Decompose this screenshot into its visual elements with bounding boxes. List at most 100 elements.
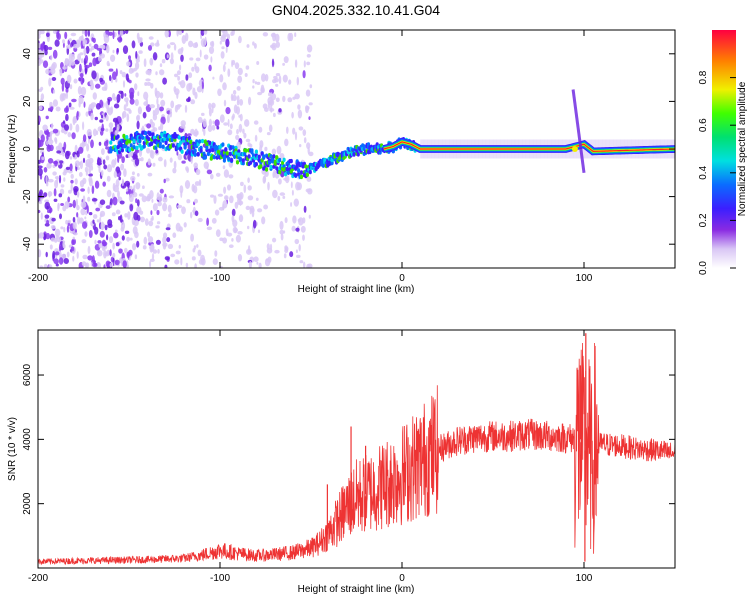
spectrogram-noise-blob	[299, 260, 304, 264]
spectrogram-noise-blob	[112, 196, 118, 206]
spectrogram-noise-blob	[194, 181, 200, 186]
spectrogram-noise-blob	[239, 99, 244, 106]
spectrogram-ridge-blob	[273, 159, 277, 165]
spectrogram-noise-blob	[62, 39, 65, 44]
spectrogram-noise-blob	[294, 131, 298, 141]
spectrogram-noise-blob	[117, 190, 120, 199]
spectrogram-noise-blob	[293, 198, 299, 207]
spectrogram-noise-blob	[243, 132, 247, 139]
spectrogram-noise-blob	[174, 259, 180, 265]
spectrogram-noise-blob	[105, 128, 109, 132]
spectrogram-noise-blob	[245, 205, 251, 211]
chart-title: GN04.2025.332.10.41.G04	[272, 2, 440, 18]
spectrogram-noise-blob	[269, 88, 275, 94]
spectrogram-noise-blob	[55, 106, 61, 112]
spectrogram-ridge-blob	[200, 138, 205, 144]
spectrogram-ridge-blob	[206, 151, 210, 157]
spectrogram-ridge-blob	[129, 143, 133, 148]
spectrogram-noise-blob	[150, 217, 154, 221]
spectrogram-noise-blob	[275, 41, 280, 48]
spectrogram-noise-blob	[232, 90, 237, 95]
spectrogram-noise-blob	[109, 198, 113, 207]
spectrogram-noise-blob	[203, 30, 208, 35]
spectrogram-noise-blob	[99, 119, 104, 123]
spectrogram-ytick-label: -40	[22, 237, 33, 252]
spectrogram-noise-blob	[302, 129, 307, 137]
spectrogram-ridge-blob	[203, 155, 207, 160]
spectrogram-noise-blob	[306, 44, 313, 53]
spectrogram-ridge-blob	[164, 140, 168, 145]
spectrogram-noise-blob	[88, 230, 93, 238]
spectrogram-ridge-blob	[224, 147, 228, 153]
spectrogram-noise-blob	[232, 59, 236, 66]
spectrogram-noise-blob	[228, 244, 234, 248]
spectrogram-noise-blob	[62, 42, 65, 48]
spectrogram-noise-blob	[144, 218, 149, 226]
spectrogram-noise-blob	[96, 47, 103, 51]
spectrogram-noise-blob	[223, 186, 227, 194]
spectrogram-noise-blob	[124, 247, 128, 254]
spectrogram-ridge-blob	[254, 149, 258, 154]
spectrogram-noise-blob	[178, 244, 181, 249]
snr-xtick-label: -200	[28, 573, 48, 584]
spectrogram-noise-blob	[50, 54, 53, 61]
spectrogram-noise-blob	[225, 107, 231, 115]
spectrogram-noise-blob	[134, 158, 140, 166]
spectrogram-noise-blob	[145, 78, 151, 82]
spectrogram-noise-blob	[38, 232, 45, 239]
spectrogram-noise-blob	[73, 232, 78, 236]
spectrogram-noise-blob	[253, 120, 259, 125]
spectrogram-noise-blob	[163, 232, 168, 239]
spectrogram-noise-blob	[292, 96, 296, 100]
spectrogram-noise-blob	[145, 97, 148, 107]
spectrogram-noise-blob	[188, 40, 194, 48]
spectrogram-noise-blob	[95, 262, 101, 268]
spectrogram-noise-blob	[227, 129, 233, 136]
spectrogram-noise-blob	[43, 44, 49, 52]
spectrogram-ridge-blob	[283, 172, 288, 177]
spectrogram-noise-blob	[56, 150, 62, 154]
spectrogram-ridge-blob	[278, 170, 282, 175]
spectrogram-band-bg	[580, 139, 585, 159]
spectrogram-noise-blob	[222, 200, 228, 209]
spectrogram-noise-blob	[80, 86, 87, 96]
spectrogram-noise-blob	[48, 178, 54, 183]
spectrogram-noise-blob	[259, 140, 264, 149]
spectrogram-noise-blob	[251, 209, 255, 218]
spectrogram-noise-blob	[85, 45, 90, 54]
spectrogram-noise-blob	[237, 254, 243, 262]
spectrogram-noise-blob	[124, 213, 128, 218]
spectrogram-noise-blob	[94, 180, 100, 189]
spectrogram-noise-blob	[309, 84, 313, 89]
spectrogram-noise-blob	[105, 44, 110, 54]
spectrogram-noise-blob	[38, 159, 41, 164]
spectrogram-noise-blob	[231, 215, 235, 223]
spectrogram-noise-blob	[264, 74, 269, 82]
spectrogram-noise-blob	[247, 142, 251, 147]
snr-xlabel: Height of straight line (km)	[298, 584, 415, 595]
spectrogram-noise-blob	[165, 227, 171, 231]
spectrogram-noise-blob	[194, 128, 198, 137]
spectrogram-noise-blob	[253, 43, 257, 49]
spectrogram-noise-blob	[162, 196, 168, 203]
spectrogram-ridge-blob	[193, 152, 197, 157]
spectrogram-noise-blob	[106, 164, 113, 173]
spectrogram-noise-blob	[85, 170, 88, 176]
spectrogram-noise-blob	[145, 70, 151, 75]
spectrogram-noise-blob	[229, 123, 233, 130]
spectrogram-noise-blob	[80, 40, 84, 49]
spectrogram-ytick-label: -20	[22, 189, 33, 204]
spectrogram-noise-blob	[92, 57, 97, 67]
spectrogram-noise-blob	[194, 263, 197, 268]
spectrogram-ridge-blob	[278, 157, 282, 163]
spectrogram-noise-blob	[212, 76, 215, 80]
spectrogram-noise-blob	[94, 239, 97, 245]
spectrogram-noise-blob	[122, 45, 129, 54]
spectrogram-noise-blob	[237, 67, 243, 76]
spectrogram-noise-blob	[43, 263, 48, 268]
spectrogram-noise-blob	[156, 39, 159, 46]
spectrogram-noise-blob	[151, 198, 154, 203]
spectrogram-noise-blob	[130, 175, 136, 182]
spectrogram-noise-blob	[64, 107, 69, 113]
